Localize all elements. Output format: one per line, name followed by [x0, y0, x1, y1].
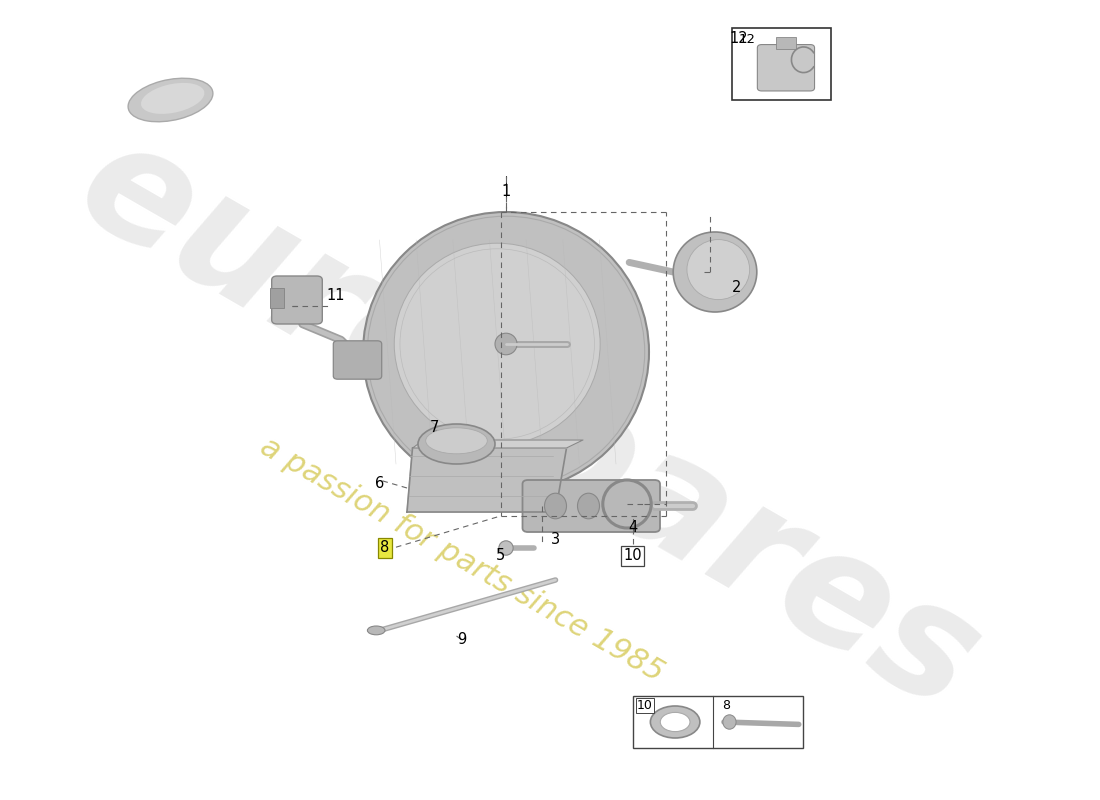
Text: 6: 6	[375, 477, 384, 491]
FancyBboxPatch shape	[270, 288, 284, 308]
FancyBboxPatch shape	[757, 45, 814, 91]
Text: 11: 11	[327, 289, 344, 303]
Ellipse shape	[128, 78, 213, 122]
Text: 1: 1	[502, 185, 510, 199]
Text: 12: 12	[730, 31, 748, 46]
Ellipse shape	[498, 541, 513, 555]
Polygon shape	[407, 448, 566, 512]
Bar	[732, 28, 830, 100]
Ellipse shape	[686, 240, 750, 300]
Ellipse shape	[673, 232, 757, 312]
Ellipse shape	[367, 626, 385, 635]
Text: 10: 10	[637, 699, 652, 712]
Ellipse shape	[650, 706, 700, 738]
Text: 12: 12	[738, 33, 755, 46]
FancyBboxPatch shape	[522, 480, 660, 532]
Text: 3: 3	[551, 533, 560, 547]
Text: a passion for parts since 1985: a passion for parts since 1985	[255, 432, 669, 688]
Ellipse shape	[363, 212, 649, 492]
Text: 7: 7	[430, 421, 439, 435]
Ellipse shape	[544, 493, 566, 518]
Text: eurospares: eurospares	[52, 104, 1004, 744]
FancyBboxPatch shape	[333, 341, 382, 379]
Text: 5: 5	[496, 549, 505, 563]
Ellipse shape	[418, 424, 495, 464]
FancyBboxPatch shape	[272, 276, 322, 324]
Text: 8: 8	[381, 541, 389, 555]
Text: 4: 4	[628, 521, 637, 535]
Ellipse shape	[394, 243, 601, 445]
Ellipse shape	[426, 428, 487, 454]
Ellipse shape	[660, 712, 690, 731]
Bar	[777, 37, 796, 49]
Text: 9: 9	[458, 633, 466, 647]
Text: 2: 2	[733, 281, 741, 295]
Bar	[632, 696, 803, 748]
Text: 10: 10	[624, 549, 641, 563]
Polygon shape	[412, 440, 583, 448]
Ellipse shape	[141, 83, 205, 114]
Ellipse shape	[495, 333, 517, 354]
Ellipse shape	[723, 715, 736, 730]
Ellipse shape	[578, 493, 600, 518]
Text: 8: 8	[722, 699, 730, 712]
